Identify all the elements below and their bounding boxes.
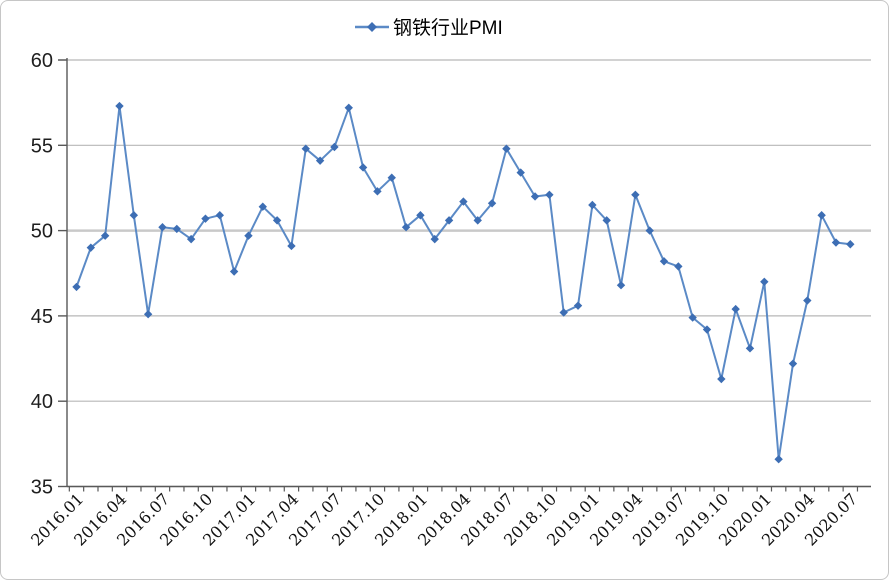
y-axis-label: 35 (31, 477, 53, 499)
data-point-marker (473, 216, 482, 225)
series-layer (72, 101, 855, 464)
data-point-marker (158, 222, 167, 232)
grid-layer (67, 59, 871, 488)
legend-label: 钢铁行业PMI (393, 17, 503, 39)
data-point-marker (674, 262, 683, 271)
data-point-marker (745, 344, 755, 353)
data-point-marker (774, 455, 783, 464)
data-point-marker (272, 216, 282, 225)
data-point-marker (731, 304, 740, 314)
data-point-marker (86, 243, 96, 252)
data-point-marker (444, 216, 454, 225)
data-point-marker (817, 211, 826, 220)
data-point-marker (358, 163, 368, 172)
data-point-marker (100, 231, 110, 240)
data-point-marker (573, 301, 583, 310)
data-point-marker (229, 267, 239, 276)
data-point-marker (702, 325, 712, 334)
data-point-marker (258, 202, 267, 211)
data-point-marker (616, 280, 626, 290)
data-point-marker (803, 296, 812, 305)
y-axis-label: 40 (31, 391, 53, 413)
data-point-marker (373, 187, 382, 196)
data-point-marker (315, 156, 325, 165)
data-point-marker (831, 238, 841, 247)
data-point-marker (588, 200, 597, 210)
axis-layer: 3540455055602016.012016.042016.072016.10… (27, 50, 871, 550)
data-point-marker (387, 173, 396, 182)
data-point-marker (602, 216, 611, 225)
data-point-marker (717, 374, 726, 384)
data-point-marker (72, 282, 81, 292)
y-axis-label: 50 (31, 221, 53, 243)
data-point-marker (201, 214, 210, 223)
data-point-marker (430, 234, 439, 244)
data-point-marker (115, 101, 124, 111)
data-point-marker (186, 234, 196, 244)
legend: 钢铁行业PMI (355, 17, 503, 39)
data-point-marker (487, 199, 497, 208)
data-point-marker (502, 144, 511, 153)
data-point-marker (143, 309, 153, 319)
data-point-marker (559, 308, 568, 317)
data-point-marker (416, 211, 425, 220)
data-point-marker (688, 313, 697, 322)
data-point-marker (530, 192, 540, 201)
legend-marker-icon (367, 22, 377, 32)
data-point-marker (172, 224, 182, 234)
data-point-marker (244, 231, 253, 240)
data-point-marker (645, 226, 654, 235)
data-point-marker (631, 190, 640, 199)
data-point-marker (344, 103, 353, 112)
y-axis-label: 55 (31, 135, 53, 157)
y-axis-label: 45 (31, 306, 53, 328)
data-point-marker (760, 277, 769, 286)
data-point-marker (516, 168, 525, 177)
y-axis-label: 60 (31, 50, 53, 72)
data-point-marker (459, 197, 468, 206)
data-point-marker (330, 142, 339, 152)
data-point-marker (401, 222, 411, 232)
pmi-series-line (75, 105, 851, 461)
data-point-marker (215, 211, 224, 220)
data-point-marker (301, 144, 310, 153)
data-point-marker (788, 359, 798, 368)
data-point-marker (545, 190, 554, 199)
data-point-marker (659, 257, 669, 266)
data-point-marker (846, 240, 855, 249)
data-point-marker (287, 241, 296, 251)
data-point-marker (129, 211, 139, 220)
